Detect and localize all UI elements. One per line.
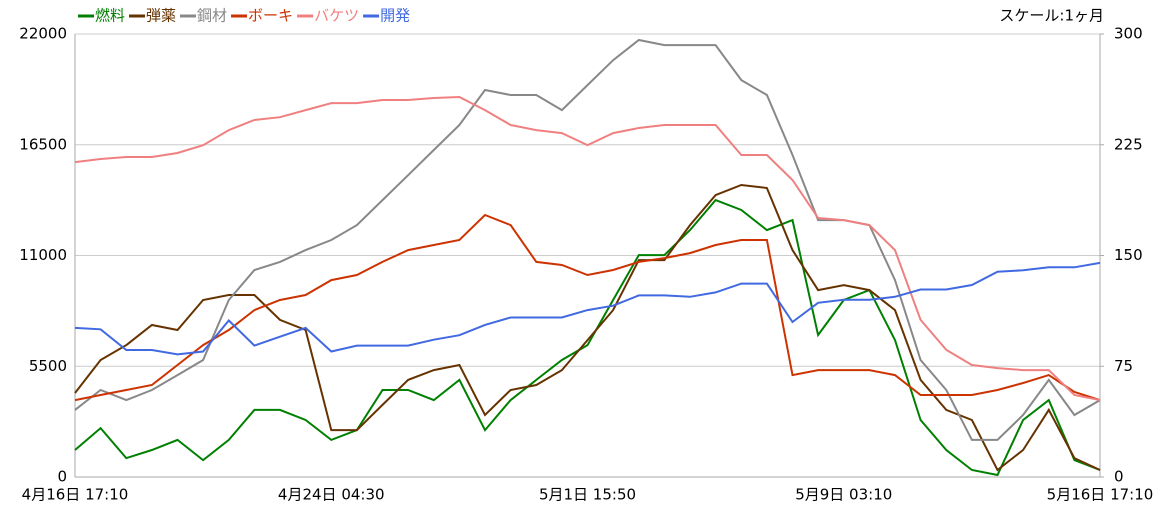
y-tick-label: 0	[57, 468, 67, 486]
y2-tick-label: 225	[1114, 135, 1143, 153]
legend-label: 鋼材	[197, 7, 227, 25]
series-line	[74, 213, 1101, 402]
annotation: スケール:1ヶ月	[999, 7, 1104, 25]
y-tick-label: 11000	[19, 246, 67, 264]
x-tick-label: 5月1日 15:50	[539, 486, 636, 504]
x-tick-label: 4月16日 17:10	[22, 486, 129, 504]
series-line	[74, 183, 1101, 472]
legend-label: ボーキ	[248, 7, 293, 25]
series-line	[74, 198, 1101, 477]
y2-tick-label: 150	[1114, 246, 1143, 264]
x-tick-label: 5月16日 17:10	[1047, 486, 1154, 504]
y2-tick-label: 0	[1114, 468, 1124, 486]
legend-label: 開発	[380, 7, 410, 25]
y2-tick-label: 300	[1114, 25, 1143, 43]
x-tick-label: 5月9日 03:10	[795, 486, 892, 504]
y-tick-label: 22000	[19, 25, 67, 43]
y-tick-label: 16500	[19, 135, 67, 153]
x-tick-label: 4月24日 04:30	[278, 486, 385, 504]
legend-label: 燃料	[95, 7, 125, 25]
legend-label: 弾薬	[146, 7, 176, 25]
series-line	[74, 261, 1101, 356]
y2-tick-label: 75	[1114, 357, 1133, 375]
legend-label: バケツ	[314, 7, 359, 25]
series-line	[74, 95, 1101, 402]
series-line	[74, 38, 1101, 441]
y-tick-label: 5500	[29, 357, 67, 375]
